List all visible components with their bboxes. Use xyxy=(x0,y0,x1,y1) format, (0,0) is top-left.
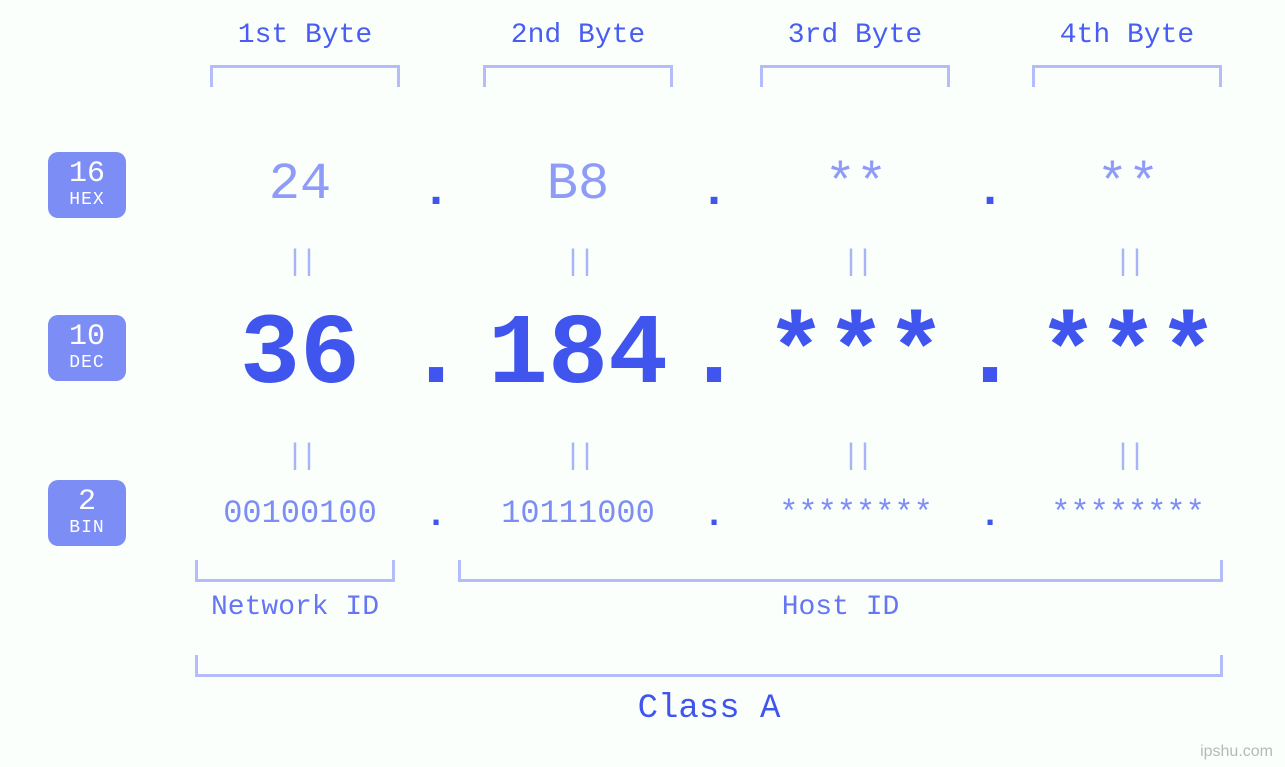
byte-bracket-top-2 xyxy=(483,65,673,87)
hex-dot-3: . xyxy=(970,165,1010,219)
dec-byte-2: 184 xyxy=(458,300,698,413)
eq-1-1: || xyxy=(280,246,320,280)
eq-1-3: || xyxy=(836,246,876,280)
hex-byte-2: B8 xyxy=(478,155,678,214)
bracket-host-id xyxy=(458,560,1223,582)
label-class: Class A xyxy=(195,690,1223,728)
badge-hex-num: 16 xyxy=(48,158,126,190)
byte-bracket-top-3 xyxy=(760,65,950,87)
bin-byte-3: ******** xyxy=(731,495,981,532)
badge-dec: 10 DEC xyxy=(48,315,126,381)
hex-byte-4: ** xyxy=(1028,155,1228,214)
eq-1-4: || xyxy=(1108,246,1148,280)
bracket-network-id xyxy=(195,560,395,582)
dec-byte-1: 36 xyxy=(180,300,420,413)
byte-label-3: 3rd Byte xyxy=(760,20,950,51)
eq-2-4: || xyxy=(1108,440,1148,474)
badge-dec-label: DEC xyxy=(48,353,126,373)
bin-byte-4: ******** xyxy=(1003,495,1253,532)
ip-bytes-diagram: 1st Byte 2nd Byte 3rd Byte 4th Byte 16 H… xyxy=(0,0,1285,767)
watermark: ipshu.com xyxy=(1200,743,1273,761)
hex-byte-3: ** xyxy=(756,155,956,214)
byte-bracket-top-1 xyxy=(210,65,400,87)
bin-byte-1: 00100100 xyxy=(175,495,425,532)
dec-dot-1: . xyxy=(406,300,466,413)
hex-dot-1: . xyxy=(416,165,456,219)
eq-1-2: || xyxy=(558,246,598,280)
label-network-id: Network ID xyxy=(195,592,395,623)
badge-bin: 2 BIN xyxy=(48,480,126,546)
badge-hex-label: HEX xyxy=(48,190,126,210)
badge-hex: 16 HEX xyxy=(48,152,126,218)
eq-2-1: || xyxy=(280,440,320,474)
bin-dot-2: . xyxy=(696,495,732,536)
byte-label-1: 1st Byte xyxy=(210,20,400,51)
byte-bracket-top-4 xyxy=(1032,65,1222,87)
dec-dot-2: . xyxy=(684,300,744,413)
bracket-class xyxy=(195,655,1223,677)
badge-bin-num: 2 xyxy=(48,486,126,518)
label-host-id: Host ID xyxy=(458,592,1223,623)
hex-byte-1: 24 xyxy=(200,155,400,214)
badge-dec-num: 10 xyxy=(48,321,126,353)
byte-label-4: 4th Byte xyxy=(1032,20,1222,51)
dec-byte-4: *** xyxy=(1008,300,1248,413)
bin-byte-2: 10111000 xyxy=(453,495,703,532)
eq-2-2: || xyxy=(558,440,598,474)
eq-2-3: || xyxy=(836,440,876,474)
dec-byte-3: *** xyxy=(736,300,976,413)
byte-label-2: 2nd Byte xyxy=(483,20,673,51)
hex-dot-2: . xyxy=(694,165,734,219)
bin-dot-1: . xyxy=(418,495,454,536)
badge-bin-label: BIN xyxy=(48,518,126,538)
